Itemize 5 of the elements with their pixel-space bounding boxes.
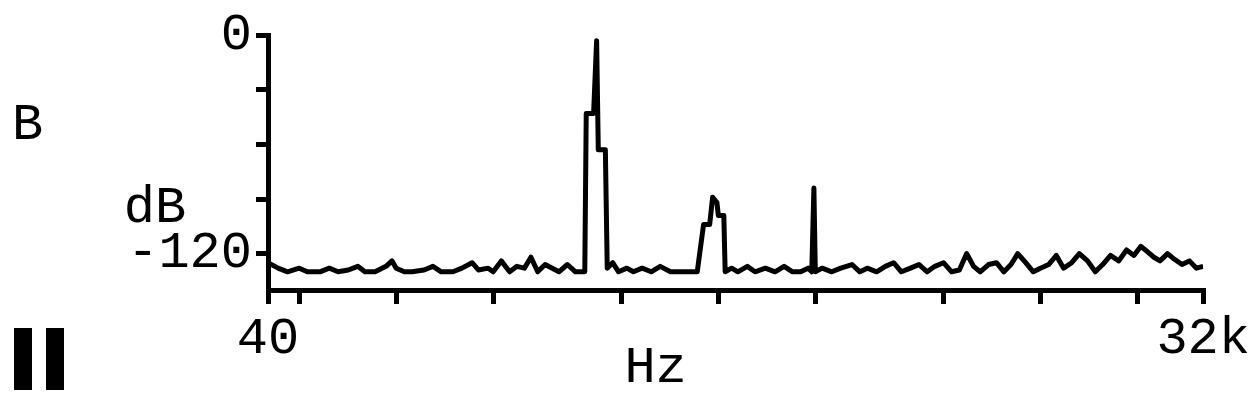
- x-axis-title: Hz: [624, 338, 687, 398]
- x-tick-label: 40: [236, 309, 300, 369]
- x-tick-label: 32k: [1156, 309, 1250, 369]
- y-tick-label: 0: [220, 5, 252, 65]
- text: B: [12, 95, 44, 155]
